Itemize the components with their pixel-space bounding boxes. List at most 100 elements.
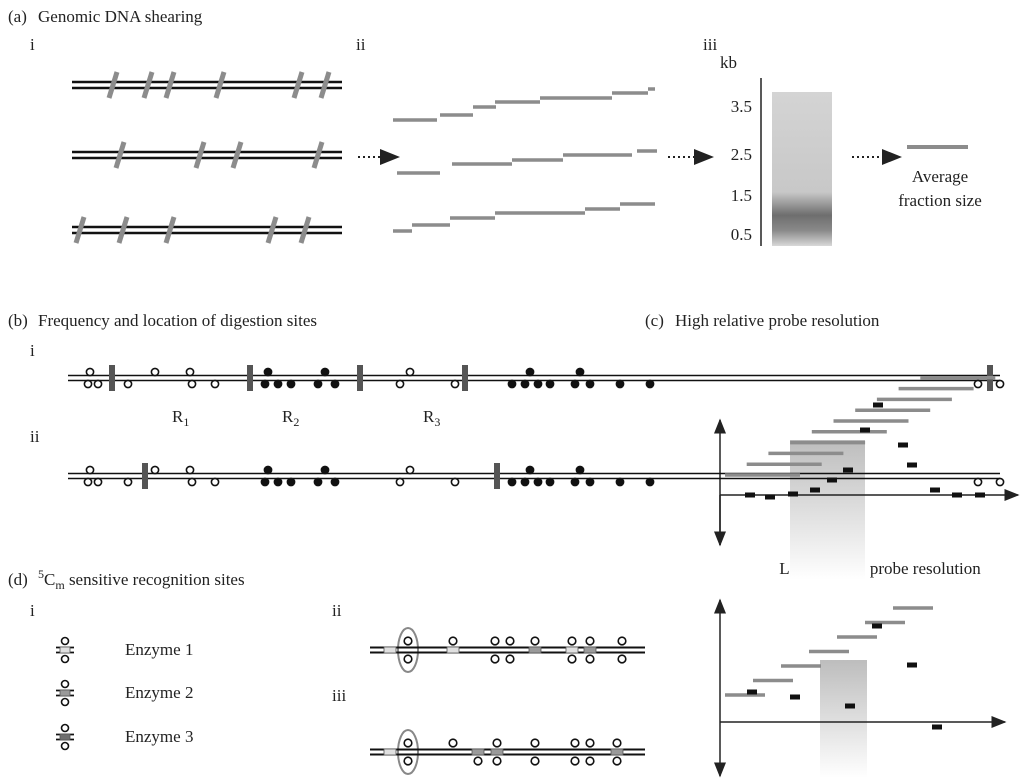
cpg-site — [150, 367, 160, 377]
cpg-site — [507, 477, 517, 487]
cpg-site — [185, 367, 195, 377]
signal — [932, 724, 942, 730]
signal — [747, 689, 757, 695]
gel-tick: 0.5 — [731, 225, 752, 244]
cpg-site — [187, 379, 197, 389]
cpg-site — [210, 379, 220, 389]
panel-title: High relative probe resolution — [675, 311, 880, 330]
cpg-site — [273, 477, 283, 487]
recognition-site — [383, 646, 397, 654]
signal — [873, 402, 883, 408]
cpg-site — [520, 379, 530, 389]
recognition-site — [610, 748, 624, 756]
signal — [930, 487, 940, 493]
signal — [788, 491, 798, 497]
cpg-site — [617, 636, 627, 646]
cpg-site — [575, 465, 585, 475]
cpg-site — [187, 477, 197, 487]
cpg-site — [286, 379, 296, 389]
cpg-site — [585, 654, 595, 664]
cpg-site — [492, 738, 502, 748]
recognition-site — [59, 733, 71, 741]
cut-site — [109, 365, 115, 391]
signal — [952, 492, 962, 498]
cpg-site — [520, 477, 530, 487]
shear-site — [113, 141, 127, 169]
cpg-site — [405, 465, 415, 475]
shear-site — [193, 141, 207, 169]
cpg-site — [260, 477, 270, 487]
cpg-site — [450, 477, 460, 487]
cpg-site — [585, 477, 595, 487]
signal — [872, 623, 882, 629]
step-label: i — [30, 35, 35, 54]
cut-site — [247, 365, 253, 391]
cpg-site — [490, 636, 500, 646]
cpg-site — [505, 654, 515, 664]
shear-site — [106, 71, 120, 99]
cpg-site — [83, 477, 93, 487]
cpg-site — [403, 756, 413, 766]
region-label: R3 — [423, 407, 440, 429]
cpg-site — [492, 756, 502, 766]
cpg-site — [448, 636, 458, 646]
probe-window — [790, 440, 865, 580]
cpg-site — [490, 654, 500, 664]
cpg-site — [273, 379, 283, 389]
panel-title: Genomic DNA shearing — [38, 7, 203, 26]
step-label: ii — [356, 35, 366, 54]
enzyme-label: Enzyme 2 — [125, 683, 193, 702]
cpg-site — [530, 636, 540, 646]
cpg-site — [507, 379, 517, 389]
cpg-site — [973, 379, 983, 389]
cpg-site — [403, 636, 413, 646]
cpg-site — [612, 756, 622, 766]
cut-site — [462, 365, 468, 391]
cpg-site — [545, 477, 555, 487]
cpg-site — [395, 477, 405, 487]
cut-site — [142, 463, 148, 489]
cut-site — [494, 463, 500, 489]
shear-site — [265, 216, 279, 244]
panel-label: (a) — [8, 7, 27, 26]
shear-site — [311, 141, 325, 169]
cpg-site — [60, 636, 70, 646]
cpg-site — [530, 738, 540, 748]
cpg-site — [473, 756, 483, 766]
cpg-site — [570, 477, 580, 487]
row-label: iii — [332, 686, 346, 705]
cpg-site — [615, 477, 625, 487]
shear-site — [318, 71, 332, 99]
cpg-site — [448, 738, 458, 748]
cpg-site — [525, 465, 535, 475]
cpg-site — [525, 367, 535, 377]
cpg-site — [320, 465, 330, 475]
cpg-site — [320, 367, 330, 377]
cpg-site — [567, 636, 577, 646]
cpg-site — [403, 654, 413, 664]
cpg-site — [85, 367, 95, 377]
cpg-site — [330, 379, 340, 389]
shear-site — [291, 71, 305, 99]
cpg-site — [615, 379, 625, 389]
cpg-site — [313, 379, 323, 389]
cpg-site — [567, 654, 577, 664]
cpg-site — [585, 636, 595, 646]
cpg-site — [585, 756, 595, 766]
shear-site — [163, 71, 177, 99]
cpg-site — [617, 654, 627, 664]
cpg-site — [60, 679, 70, 689]
shear-site — [73, 216, 87, 244]
highlight — [397, 627, 419, 673]
recognition-site — [471, 748, 485, 756]
cpg-site — [575, 367, 585, 377]
cpg-site — [570, 738, 580, 748]
signal — [975, 492, 985, 498]
cpg-site — [395, 379, 405, 389]
shear-site — [230, 141, 244, 169]
cpg-site — [645, 477, 655, 487]
recognition-site — [565, 646, 579, 654]
cpg-site — [570, 756, 580, 766]
cpg-site — [93, 379, 103, 389]
